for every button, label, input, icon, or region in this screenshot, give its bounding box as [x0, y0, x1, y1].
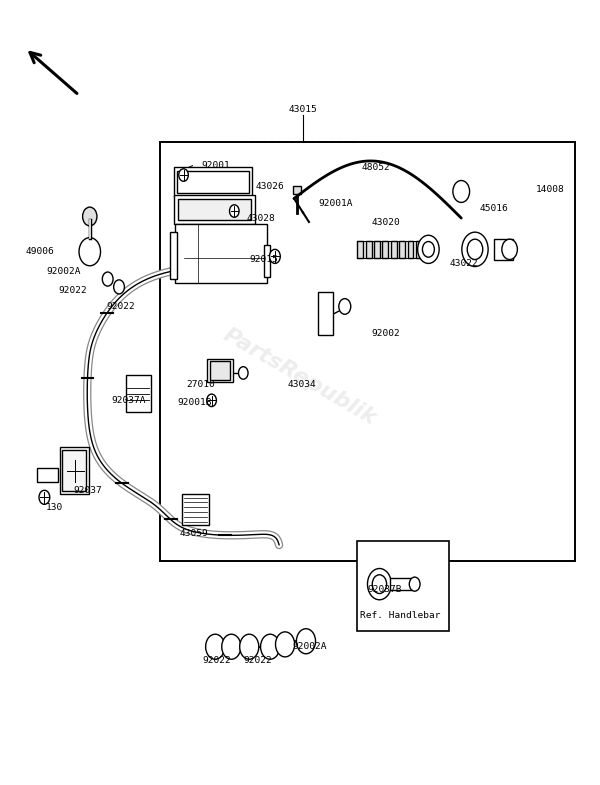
Circle shape [260, 634, 280, 659]
Circle shape [239, 634, 259, 659]
Circle shape [422, 242, 434, 257]
Text: PartsRepublik: PartsRepublik [220, 325, 380, 429]
Text: 92002A: 92002A [46, 267, 80, 276]
Text: 92022: 92022 [244, 655, 272, 665]
Bar [293, 186, 301, 194]
Text: 49006: 49006 [25, 247, 54, 256]
Bar [407, 241, 413, 258]
Text: 92002A: 92002A [292, 642, 327, 652]
Text: 92002: 92002 [371, 330, 400, 338]
Bar [391, 241, 397, 258]
Bar [174, 167, 251, 197]
Bar [210, 361, 230, 380]
Bar [318, 291, 333, 334]
Text: Ref. Handlebar: Ref. Handlebar [360, 611, 440, 620]
Text: 43028: 43028 [246, 214, 275, 223]
Text: 48052: 48052 [362, 162, 390, 172]
Circle shape [462, 232, 488, 267]
Text: 43059: 43059 [179, 529, 208, 538]
Circle shape [467, 239, 483, 260]
Text: 43022: 43022 [449, 259, 478, 268]
Bar [264, 246, 270, 277]
Text: 43015: 43015 [289, 105, 317, 114]
Bar [399, 241, 405, 258]
Bar [416, 241, 422, 258]
Bar [177, 171, 248, 193]
Bar [182, 495, 209, 525]
Bar [62, 451, 86, 491]
Bar [374, 241, 380, 258]
Text: 92022: 92022 [58, 287, 87, 295]
Bar [494, 239, 513, 260]
Text: 92022: 92022 [106, 302, 134, 311]
Bar [125, 374, 151, 412]
Circle shape [418, 236, 439, 264]
Text: 130: 130 [46, 503, 64, 512]
Circle shape [113, 280, 124, 294]
Bar [37, 469, 58, 483]
Text: 92022: 92022 [202, 655, 231, 665]
Bar [178, 199, 251, 221]
Circle shape [409, 577, 420, 591]
Text: 45016: 45016 [479, 204, 508, 214]
Bar [208, 359, 233, 382]
Text: 27010: 27010 [187, 380, 215, 389]
Text: 43026: 43026 [255, 182, 284, 192]
Circle shape [269, 250, 280, 264]
Bar [175, 225, 267, 283]
Text: 14008: 14008 [536, 184, 565, 194]
Circle shape [275, 632, 295, 657]
Circle shape [39, 491, 50, 504]
Text: 92037A: 92037A [112, 396, 146, 405]
Bar [60, 447, 89, 495]
Bar [160, 142, 575, 560]
Circle shape [296, 629, 316, 654]
Circle shape [453, 181, 470, 203]
Circle shape [372, 575, 386, 593]
Text: 92015: 92015 [249, 255, 278, 264]
Bar [365, 241, 371, 258]
Circle shape [207, 394, 217, 407]
Text: 43034: 43034 [288, 380, 317, 389]
Bar [170, 232, 177, 279]
Circle shape [206, 634, 225, 659]
Circle shape [179, 169, 188, 181]
Circle shape [502, 239, 517, 260]
Circle shape [238, 367, 248, 379]
Circle shape [83, 207, 97, 226]
Circle shape [367, 568, 391, 600]
Text: 92001A: 92001A [318, 199, 352, 208]
Bar [382, 241, 388, 258]
Circle shape [230, 205, 239, 217]
Bar [358, 241, 364, 258]
Circle shape [79, 238, 101, 266]
Circle shape [339, 298, 351, 314]
Bar [174, 195, 254, 224]
Text: 92037B: 92037B [367, 585, 401, 594]
Circle shape [103, 272, 113, 286]
Text: 43020: 43020 [371, 218, 400, 228]
Bar [389, 578, 412, 590]
Text: 92037: 92037 [73, 486, 102, 495]
Text: 92001B: 92001B [178, 398, 212, 407]
Circle shape [222, 634, 241, 659]
Text: 92001: 92001 [202, 161, 230, 170]
Bar [357, 541, 449, 631]
